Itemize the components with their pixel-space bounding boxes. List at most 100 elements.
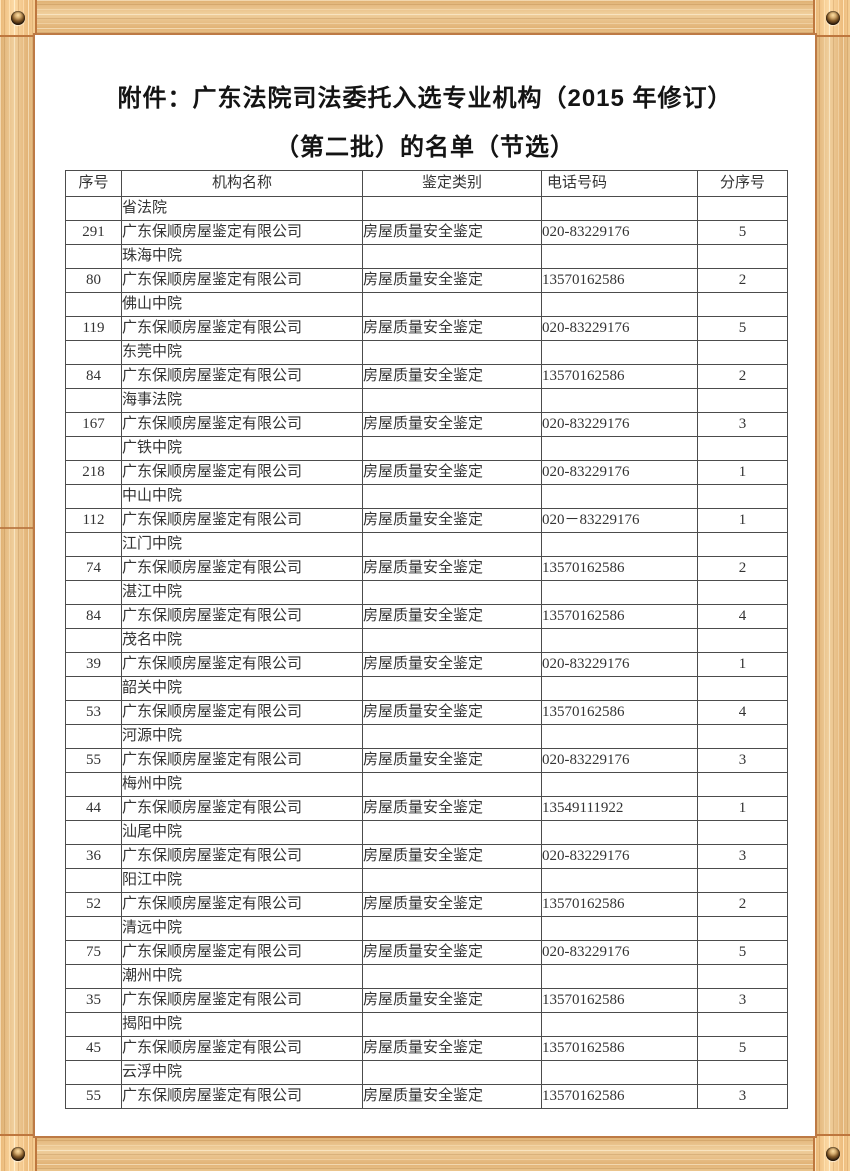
court-section-row: 海事法院 (65, 388, 788, 413)
frame-corner-top-left (0, 0, 37, 37)
phone-cell: 13570162586 (541, 268, 698, 293)
category-cell (362, 484, 542, 509)
category-cell (362, 196, 542, 221)
category-cell (362, 724, 542, 749)
org-name-cell: 广东保顺房屋鉴定有限公司 (121, 604, 363, 629)
category-cell (362, 916, 542, 941)
serial-cell: 84 (65, 604, 122, 629)
sub-serial-cell: 5 (697, 220, 788, 245)
category-cell: 房屋质量安全鉴定 (362, 508, 542, 533)
institution-row: 45 广东保顺房屋鉴定有限公司 房屋质量安全鉴定 13570162586 5 (65, 1036, 788, 1061)
category-cell: 房屋质量安全鉴定 (362, 604, 542, 629)
category-cell: 房屋质量安全鉴定 (362, 1084, 542, 1109)
org-name-cell: 广东保顺房屋鉴定有限公司 (121, 412, 363, 437)
category-cell (362, 436, 542, 461)
sub-serial-cell: 1 (697, 796, 788, 821)
category-cell: 房屋质量安全鉴定 (362, 220, 542, 245)
phone-cell (541, 1012, 698, 1037)
court-name-cell: 揭阳中院 (121, 1012, 363, 1037)
phone-cell: 020-83229176 (541, 220, 698, 245)
institution-row: 35 广东保顺房屋鉴定有限公司 房屋质量安全鉴定 13570162586 3 (65, 988, 788, 1013)
frame-corner-bottom-right (813, 1134, 850, 1171)
sub-serial-cell: 1 (697, 652, 788, 677)
table-body: 省法院 291 广东保顺房屋鉴定有限公司 房屋质量安全鉴定 020-832291… (65, 196, 788, 1109)
phone-cell (541, 724, 698, 749)
sub-serial-cell: 5 (697, 1036, 788, 1061)
org-name-cell: 广东保顺房屋鉴定有限公司 (121, 748, 363, 773)
serial-cell: 55 (65, 1084, 122, 1109)
org-name-cell: 广东保顺房屋鉴定有限公司 (121, 508, 363, 533)
phone-cell (541, 820, 698, 845)
court-name-cell: 清远中院 (121, 916, 363, 941)
screw-icon (10, 1146, 25, 1161)
phone-cell (541, 964, 698, 989)
serial-cell: 36 (65, 844, 122, 869)
court-name-cell: 江门中院 (121, 532, 363, 557)
court-section-row: 潮州中院 (65, 964, 788, 989)
serial-cell (65, 1012, 122, 1037)
phone-cell: 020－83229176 (541, 508, 698, 533)
phone-cell (541, 340, 698, 365)
category-cell: 房屋质量安全鉴定 (362, 700, 542, 725)
serial-cell: 112 (65, 508, 122, 533)
institution-row: 39 广东保顺房屋鉴定有限公司 房屋质量安全鉴定 020-83229176 1 (65, 652, 788, 677)
court-name-cell: 梅州中院 (121, 772, 363, 797)
sub-serial-cell (697, 436, 788, 461)
court-section-row: 韶关中院 (65, 676, 788, 701)
sub-serial-cell (697, 292, 788, 317)
sub-serial-cell: 3 (697, 844, 788, 869)
category-cell (362, 1012, 542, 1037)
court-name-cell: 湛江中院 (121, 580, 363, 605)
category-cell: 房屋质量安全鉴定 (362, 748, 542, 773)
column-header: 分序号 (697, 170, 788, 197)
serial-cell (65, 964, 122, 989)
phone-cell: 13570162586 (541, 1036, 698, 1061)
sub-serial-cell: 3 (697, 988, 788, 1013)
phone-cell: 020-83229176 (541, 844, 698, 869)
serial-cell (65, 676, 122, 701)
institution-row: 119 广东保顺房屋鉴定有限公司 房屋质量安全鉴定 020-83229176 5 (65, 316, 788, 341)
category-cell (362, 772, 542, 797)
table-header-row: 序号 机构名称 鉴定类别 电话号码 分序号 (65, 170, 788, 197)
category-cell (362, 964, 542, 989)
phone-cell: 13570162586 (541, 364, 698, 389)
court-name-cell: 潮州中院 (121, 964, 363, 989)
phone-cell: 020-83229176 (541, 748, 698, 773)
category-cell (362, 340, 542, 365)
phone-cell: 020-83229176 (541, 460, 698, 485)
serial-cell: 52 (65, 892, 122, 917)
sub-serial-cell: 4 (697, 604, 788, 629)
serial-cell: 44 (65, 796, 122, 821)
category-cell (362, 388, 542, 413)
phone-cell (541, 676, 698, 701)
institution-row: 74 广东保顺房屋鉴定有限公司 房屋质量安全鉴定 13570162586 2 (65, 556, 788, 581)
institution-row: 55 广东保顺房屋鉴定有限公司 房屋质量安全鉴定 020-83229176 3 (65, 748, 788, 773)
serial-cell (65, 484, 122, 509)
serial-cell (65, 196, 122, 221)
sub-serial-cell: 3 (697, 748, 788, 773)
institution-row: 84 广东保顺房屋鉴定有限公司 房屋质量安全鉴定 13570162586 4 (65, 604, 788, 629)
institution-row: 218 广东保顺房屋鉴定有限公司 房屋质量安全鉴定 020-83229176 1 (65, 460, 788, 485)
org-name-cell: 广东保顺房屋鉴定有限公司 (121, 556, 363, 581)
serial-cell: 218 (65, 460, 122, 485)
document-page: 附件：广东法院司法委托入选专业机构（2015 年修订） （第二批）的名单（节选）… (35, 35, 815, 1136)
sub-serial-cell (697, 916, 788, 941)
sub-serial-cell (697, 628, 788, 653)
court-section-row: 云浮中院 (65, 1060, 788, 1085)
sub-serial-cell: 5 (697, 316, 788, 341)
court-section-row: 广铁中院 (65, 436, 788, 461)
org-name-cell: 广东保顺房屋鉴定有限公司 (121, 220, 363, 245)
court-section-row: 揭阳中院 (65, 1012, 788, 1037)
serial-cell (65, 916, 122, 941)
org-name-cell: 广东保顺房屋鉴定有限公司 (121, 268, 363, 293)
institution-row: 75 广东保顺房屋鉴定有限公司 房屋质量安全鉴定 020-83229176 5 (65, 940, 788, 965)
phone-cell (541, 388, 698, 413)
court-section-row: 阳江中院 (65, 868, 788, 893)
court-name-cell: 中山中院 (121, 484, 363, 509)
serial-cell (65, 244, 122, 269)
phone-cell: 13570162586 (541, 1084, 698, 1109)
sub-serial-cell (697, 964, 788, 989)
serial-cell: 167 (65, 412, 122, 437)
sub-serial-cell (697, 772, 788, 797)
